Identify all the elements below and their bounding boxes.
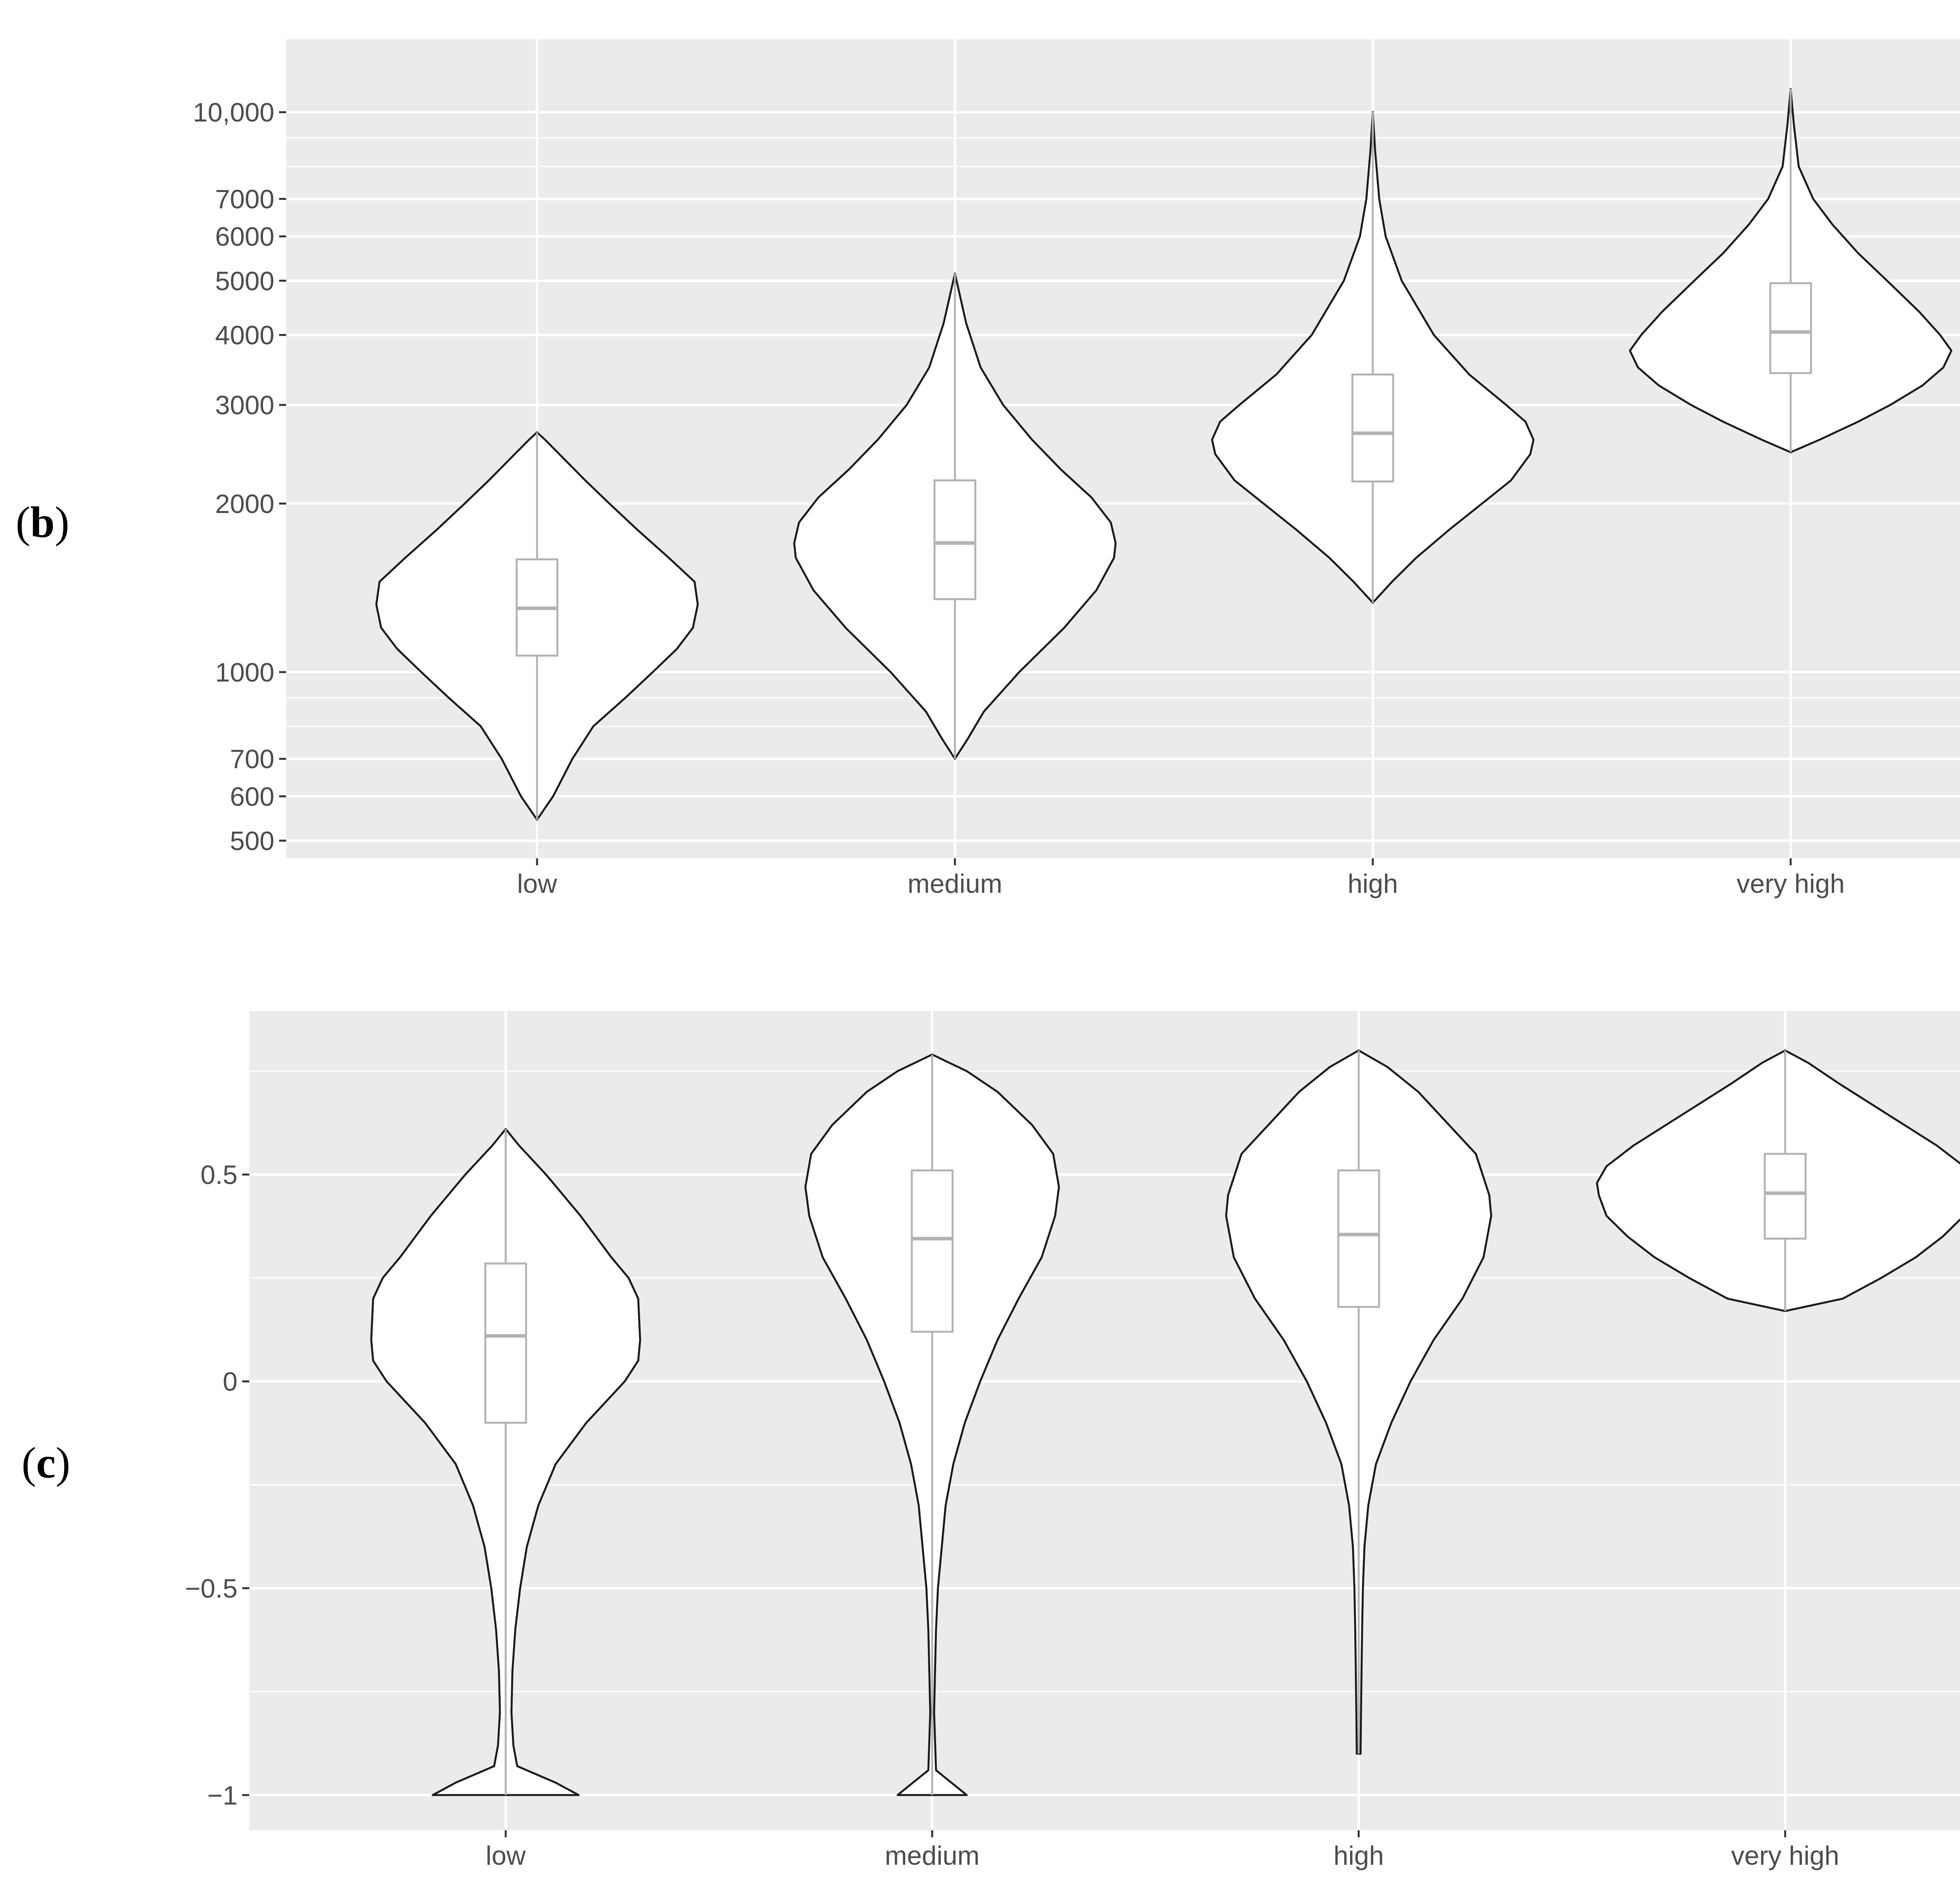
box — [1764, 1153, 1807, 1240]
y-tick-label: 1000 — [215, 658, 274, 687]
violin-panel-b: 500 600 700 1000 2000 3000 4000 5000 6000 7000 10,… — [16, 39, 1960, 899]
y-tick-label: 4000 — [215, 321, 274, 350]
x-tick-label: low — [517, 869, 557, 899]
y-tick-label: 0.5 — [200, 1160, 238, 1190]
violin-panel-c: −1 −0.5 0 0.5 low medium high very high (c) — [22, 1011, 1960, 1871]
y-tick-label: −1 — [207, 1780, 238, 1810]
box — [484, 1262, 527, 1424]
box — [1337, 1169, 1380, 1308]
y-tick-label: 500 — [230, 826, 274, 856]
box — [911, 1169, 954, 1333]
y-tick-label: 6000 — [215, 222, 274, 252]
x-tick-label: medium — [907, 869, 1002, 899]
y-tick-label: 600 — [230, 782, 274, 812]
y-tick-label: 3000 — [215, 390, 274, 420]
box — [1769, 282, 1812, 374]
x-tick-label: low — [486, 1841, 526, 1871]
y-tick-label: 0 — [223, 1367, 238, 1397]
panel-label: (b) — [16, 498, 69, 547]
box — [933, 479, 976, 600]
panel-label: (c) — [22, 1439, 70, 1487]
y-tick-label: 700 — [230, 744, 274, 774]
x-tick-label: high — [1348, 869, 1398, 899]
y-tick-label: 5000 — [215, 266, 274, 296]
box — [1351, 373, 1394, 483]
y-tick-label: −0.5 — [185, 1574, 238, 1604]
x-tick-label: very high — [1731, 1841, 1839, 1871]
y-tick-label: 7000 — [215, 185, 274, 214]
x-tick-label: high — [1334, 1841, 1384, 1871]
y-tick-label: 2000 — [215, 489, 274, 519]
x-tick-label: very high — [1737, 869, 1845, 899]
y-tick-label: 10,000 — [193, 98, 274, 127]
x-tick-label: medium — [885, 1841, 980, 1871]
